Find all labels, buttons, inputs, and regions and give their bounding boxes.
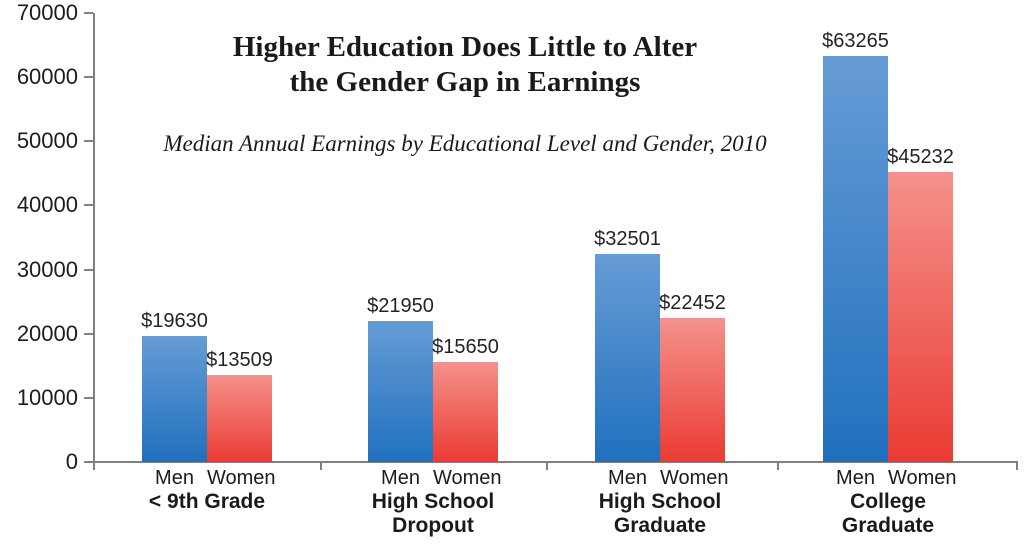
chart-title: Higher Education Does Little to Alter th… <box>232 31 698 98</box>
value-label: $19630 <box>141 310 208 332</box>
y-tick <box>84 140 93 143</box>
series-label: Women <box>660 467 729 489</box>
series-label: Men <box>381 467 420 489</box>
bar-men-0 <box>142 336 207 462</box>
y-tick <box>84 268 93 271</box>
y-axis-line <box>93 13 95 463</box>
category-label-3: College Graduate <box>841 490 935 537</box>
y-tick-label: 0 <box>65 449 78 474</box>
series-label: Women <box>207 467 276 489</box>
value-label: $63265 <box>822 30 889 52</box>
y-tick <box>84 12 93 14</box>
bar-women-2 <box>660 318 725 462</box>
bar-women-1 <box>433 362 498 462</box>
chart-subtitle: Median Annual Earnings by Educational Le… <box>163 131 767 156</box>
y-tick <box>84 332 93 335</box>
y-tick <box>84 204 93 207</box>
y-tick-label: 50000 <box>16 128 78 154</box>
value-label: $15650 <box>432 336 499 358</box>
bar-women-0 <box>207 375 272 462</box>
bar-men-3 <box>823 56 888 462</box>
y-tick-label: 40000 <box>16 192 78 218</box>
bar-men-1 <box>368 321 433 462</box>
value-label: $13509 <box>206 349 273 371</box>
value-label: $21950 <box>367 295 434 317</box>
y-tick-label: 10000 <box>16 384 78 410</box>
x-tick <box>777 461 779 470</box>
series-label: Men <box>836 467 875 489</box>
series-label: Men <box>608 467 647 489</box>
series-label: Women <box>888 467 957 489</box>
series-label: Men <box>155 467 194 489</box>
y-tick-label: 20000 <box>16 320 78 346</box>
category-label-0: < 9th Grade <box>148 490 266 513</box>
y-tick <box>84 396 93 399</box>
x-tick <box>546 461 548 470</box>
value-label: $22452 <box>659 292 726 314</box>
y-tick-label: 60000 <box>16 64 78 90</box>
category-label-1: High School Dropout <box>371 490 495 537</box>
x-tick <box>1016 461 1018 470</box>
x-tick <box>320 461 322 470</box>
value-label: $45232 <box>887 146 954 168</box>
bar-men-2 <box>595 254 660 462</box>
value-label: $32501 <box>594 228 661 250</box>
y-tick <box>84 76 93 79</box>
series-label: Women <box>433 467 502 489</box>
bar-women-3 <box>888 172 953 462</box>
y-tick-label: 70000 <box>16 0 78 25</box>
x-axis-line <box>93 461 1018 463</box>
y-tick-label: 30000 <box>16 256 78 282</box>
y-tick <box>84 461 93 463</box>
category-label-2: High School Graduate <box>598 490 722 537</box>
x-tick <box>93 461 95 470</box>
